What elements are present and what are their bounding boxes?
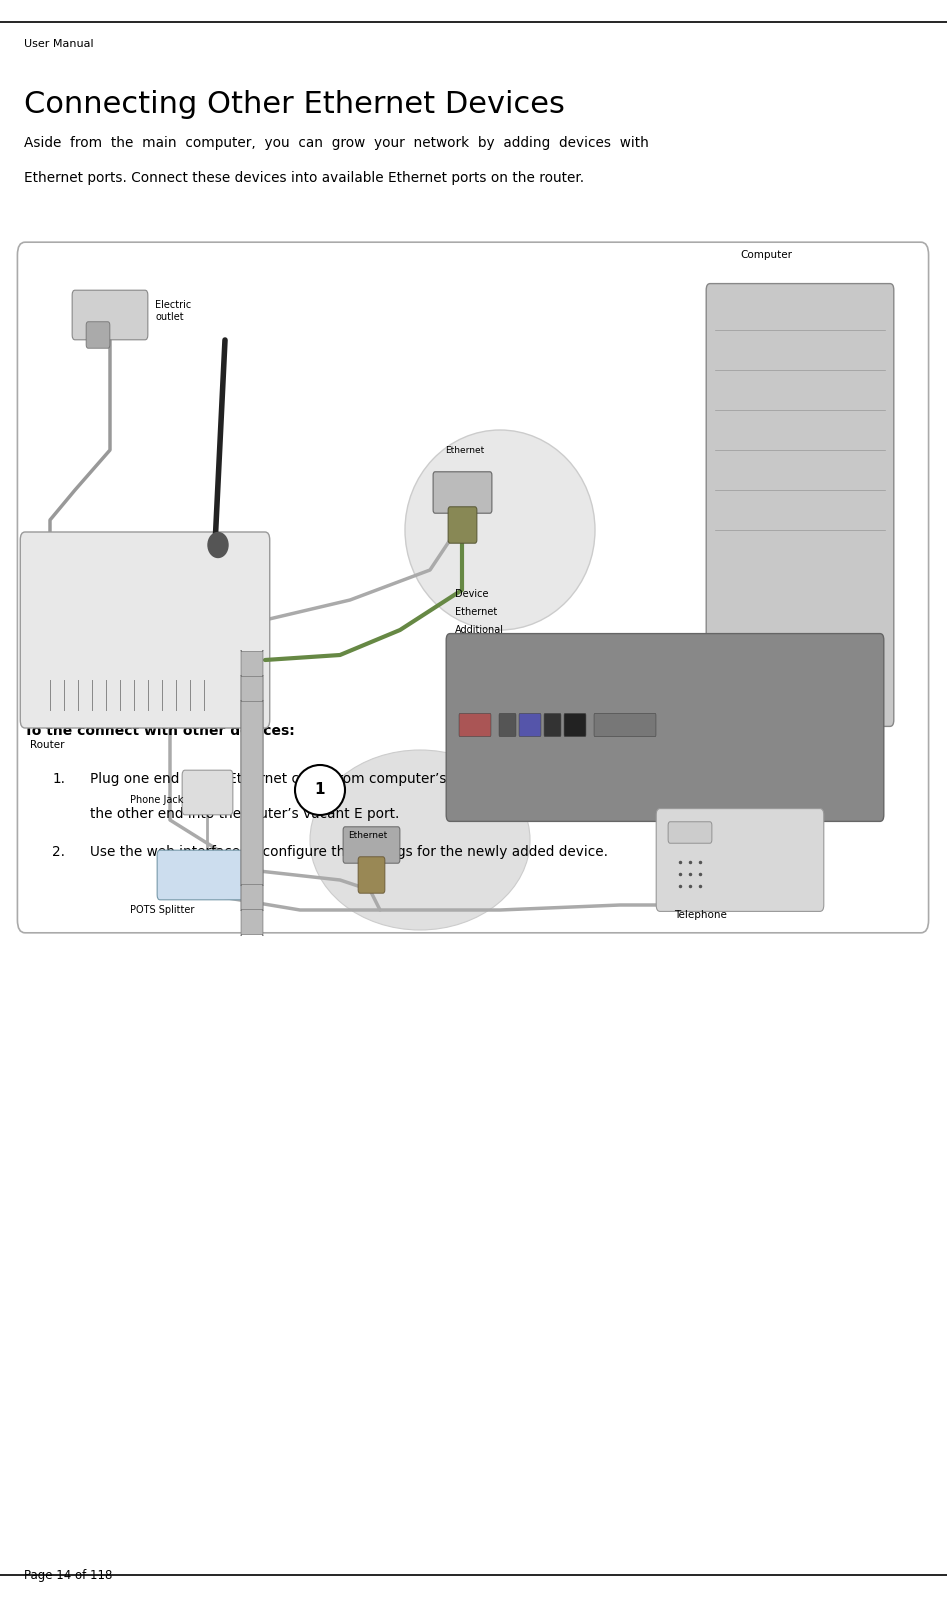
FancyBboxPatch shape [668,821,712,844]
Text: User Manual: User Manual [24,38,94,50]
FancyBboxPatch shape [343,826,400,863]
FancyBboxPatch shape [545,714,561,736]
Text: POTS Splitter: POTS Splitter [130,905,194,916]
Text: the other end into the router’s vacant E port.: the other end into the router’s vacant E… [90,807,400,821]
Text: Connecting other devices: Connecting other devices [24,680,174,693]
FancyBboxPatch shape [448,508,477,543]
FancyBboxPatch shape [358,857,384,893]
Ellipse shape [405,431,595,631]
Text: 1: 1 [314,783,325,797]
Text: Telephone: Telephone [673,909,726,921]
Text: Phone Jack: Phone Jack [130,796,184,805]
Text: 1.: 1. [52,772,65,786]
Text: Ethernet ports. Connect these devices into available Ethernet ports on the route: Ethernet ports. Connect these devices in… [24,171,583,186]
Text: Connecting Other Ethernet Devices: Connecting Other Ethernet Devices [24,90,564,118]
Text: Computer: Computer [740,250,792,259]
FancyBboxPatch shape [72,290,148,339]
Text: Aside  from  the  main  computer,  you  can  grow  your  network  by  adding  de: Aside from the main computer, you can gr… [24,136,649,150]
Text: Device: Device [455,589,489,599]
FancyBboxPatch shape [20,532,270,728]
FancyBboxPatch shape [241,676,263,911]
FancyBboxPatch shape [433,472,491,514]
Ellipse shape [208,533,228,557]
FancyBboxPatch shape [519,714,541,736]
Text: 2.: 2. [52,845,65,860]
FancyBboxPatch shape [241,700,263,885]
FancyBboxPatch shape [594,714,656,736]
Text: Use the web interface to configure the settings for the newly added device.: Use the web interface to configure the s… [90,845,608,860]
Text: Electric
outlet: Electric outlet [155,299,191,322]
Ellipse shape [310,749,530,930]
Text: Page 14 of 118: Page 14 of 118 [24,1569,112,1582]
Text: Plug one end of the Ethernet cable from computer’s Ethernet port and then plug: Plug one end of the Ethernet cable from … [90,772,642,786]
Text: Ethernet: Ethernet [455,607,497,616]
Ellipse shape [295,765,345,815]
FancyBboxPatch shape [564,714,586,736]
Text: Additional: Additional [455,624,504,636]
Text: To the connect with other devices:: To the connect with other devices: [24,724,295,738]
Text: Ethernet: Ethernet [445,447,484,455]
FancyBboxPatch shape [157,850,253,900]
FancyBboxPatch shape [656,809,824,911]
FancyBboxPatch shape [17,242,929,933]
FancyBboxPatch shape [499,714,516,736]
FancyBboxPatch shape [86,322,110,347]
Text: Router: Router [30,740,64,749]
Text: Ethernet: Ethernet [348,831,387,841]
FancyBboxPatch shape [446,634,884,821]
FancyBboxPatch shape [241,650,263,937]
FancyBboxPatch shape [706,283,894,727]
FancyBboxPatch shape [182,770,233,815]
FancyBboxPatch shape [459,714,491,736]
